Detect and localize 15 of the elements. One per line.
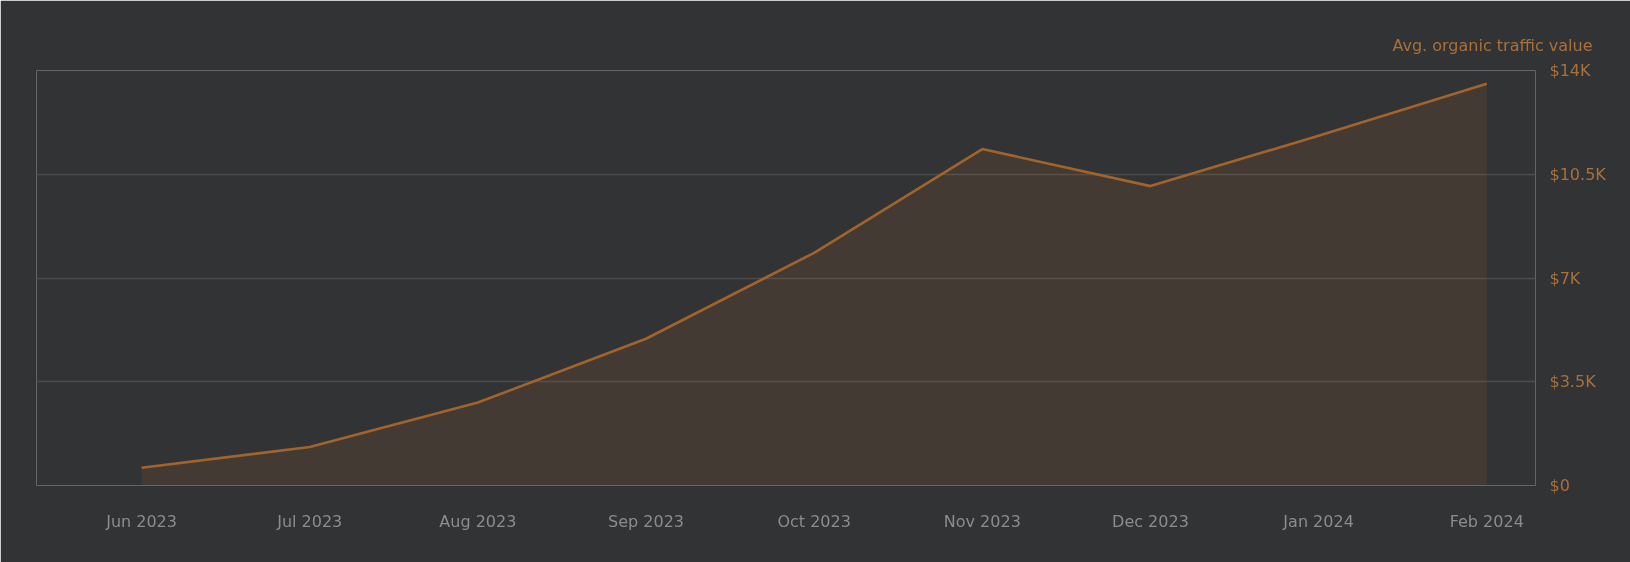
x-tick-label: Jan 2024 [1282, 511, 1354, 531]
x-tick-label: Oct 2023 [777, 511, 851, 531]
x-tick-label: Jul 2023 [276, 511, 343, 531]
y-tick-label: $3.5K [1549, 372, 1597, 392]
x-tick-label: Aug 2023 [439, 511, 517, 531]
y-tick-label: $0 [1549, 476, 1570, 495]
x-tick-label: Sep 2023 [608, 511, 685, 531]
x-tick-label: Nov 2023 [943, 511, 1021, 531]
x-tick-label: Dec 2023 [1112, 511, 1189, 531]
y-tick-label: $10.5K [1549, 164, 1607, 184]
y-axis-title: Avg. organic traffic value [1392, 35, 1593, 55]
y-tick-label: $7K [1549, 268, 1581, 288]
x-tick-label: Feb 2024 [1449, 511, 1524, 531]
y-tick-label: $14K [1549, 61, 1592, 80]
x-tick-label: Jun 2023 [105, 511, 177, 531]
